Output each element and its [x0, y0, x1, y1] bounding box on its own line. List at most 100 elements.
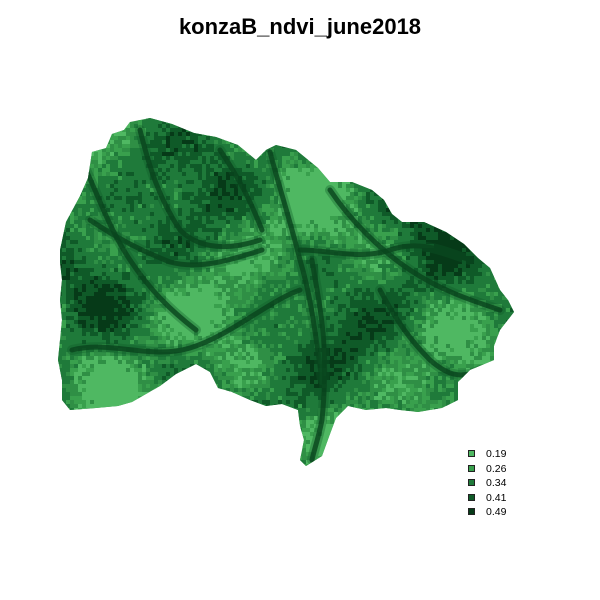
raster-cell — [446, 216, 450, 220]
raster-cell — [106, 128, 110, 132]
raster-cell — [94, 180, 98, 184]
raster-cell — [166, 124, 170, 128]
raster-cell — [378, 148, 382, 152]
raster-cell — [202, 128, 206, 132]
raster-cell — [390, 152, 394, 156]
raster-cell — [346, 268, 350, 272]
raster-cell — [54, 200, 58, 204]
raster-cell — [362, 300, 366, 304]
raster-cell — [102, 128, 106, 132]
raster-cell — [190, 196, 194, 200]
raster-cell — [422, 172, 426, 176]
raster-cell — [122, 276, 126, 280]
raster-cell — [438, 120, 442, 124]
raster-cell — [334, 284, 338, 288]
raster-cell — [482, 224, 486, 228]
raster-cell — [74, 208, 78, 212]
raster-cell — [474, 192, 478, 196]
raster-cell — [418, 280, 422, 284]
raster-cell — [278, 176, 282, 180]
raster-cell — [514, 220, 518, 224]
raster-cell — [466, 304, 470, 308]
raster-cell — [98, 164, 102, 168]
raster-cell — [378, 112, 382, 116]
raster-cell — [334, 292, 338, 296]
raster-cell — [182, 248, 186, 252]
raster-cell — [218, 304, 222, 308]
raster-cell — [330, 140, 334, 144]
raster-cell — [114, 148, 118, 152]
raster-cell — [150, 240, 154, 244]
raster-cell — [190, 172, 194, 176]
raster-cell — [494, 292, 498, 296]
raster-cell — [118, 208, 122, 212]
raster-cell — [318, 156, 322, 160]
raster-cell — [510, 128, 514, 132]
raster-cell — [406, 132, 410, 136]
raster-cell — [126, 184, 130, 188]
raster-cell — [458, 172, 462, 176]
raster-cell — [402, 144, 406, 148]
raster-cell — [430, 168, 434, 172]
raster-cell — [514, 264, 518, 268]
raster-cell — [474, 160, 478, 164]
raster-cell — [338, 128, 342, 132]
raster-cell — [238, 264, 242, 268]
raster-cell — [258, 148, 262, 152]
raster-cell — [394, 216, 398, 220]
raster-cell — [198, 276, 202, 280]
raster-cell — [494, 252, 498, 256]
raster-cell — [150, 264, 154, 268]
raster-cell — [378, 284, 382, 288]
raster-cell — [510, 124, 514, 128]
raster-cell — [414, 208, 418, 212]
raster-cell — [110, 180, 114, 184]
raster-cell — [478, 256, 482, 260]
raster-cell — [94, 118, 98, 120]
raster-cell — [354, 272, 358, 276]
raster-cell — [146, 196, 150, 200]
raster-cell — [330, 172, 334, 176]
raster-cell — [446, 196, 450, 200]
raster-cell — [310, 140, 314, 144]
raster-cell — [66, 292, 70, 296]
raster-cell — [178, 148, 182, 152]
raster-cell — [390, 172, 394, 176]
raster-cell — [142, 204, 146, 208]
raster-cell — [370, 264, 374, 268]
raster-cell — [70, 124, 74, 128]
raster-cell — [394, 268, 398, 272]
raster-cell — [182, 308, 186, 312]
raster-cell — [506, 224, 510, 228]
raster-cell — [314, 228, 318, 232]
raster-cell — [422, 268, 426, 272]
raster-cell — [138, 300, 142, 304]
raster-cell — [350, 118, 354, 120]
raster-cell — [294, 184, 298, 188]
raster-cell — [430, 232, 434, 236]
raster-cell — [322, 240, 326, 244]
raster-cell — [466, 284, 470, 288]
raster-cell — [374, 188, 378, 192]
raster-cell — [166, 244, 170, 248]
raster-cell — [246, 260, 250, 264]
raster-cell — [346, 120, 350, 124]
raster-cell — [322, 256, 326, 260]
raster-cell — [342, 200, 346, 204]
raster-cell — [218, 192, 222, 196]
raster-cell — [114, 308, 118, 312]
raster-cell — [442, 236, 446, 240]
raster-cell — [318, 180, 322, 184]
raster-cell — [138, 140, 142, 144]
raster-cell — [178, 140, 182, 144]
raster-cell — [158, 248, 162, 252]
raster-cell — [210, 212, 214, 216]
raster-cell — [278, 292, 282, 296]
raster-cell — [190, 188, 194, 192]
raster-cell — [334, 112, 338, 116]
raster-cell — [290, 260, 294, 264]
raster-cell — [274, 216, 278, 220]
raster-cell — [70, 224, 74, 228]
raster-cell — [382, 188, 386, 192]
raster-cell — [114, 288, 118, 292]
